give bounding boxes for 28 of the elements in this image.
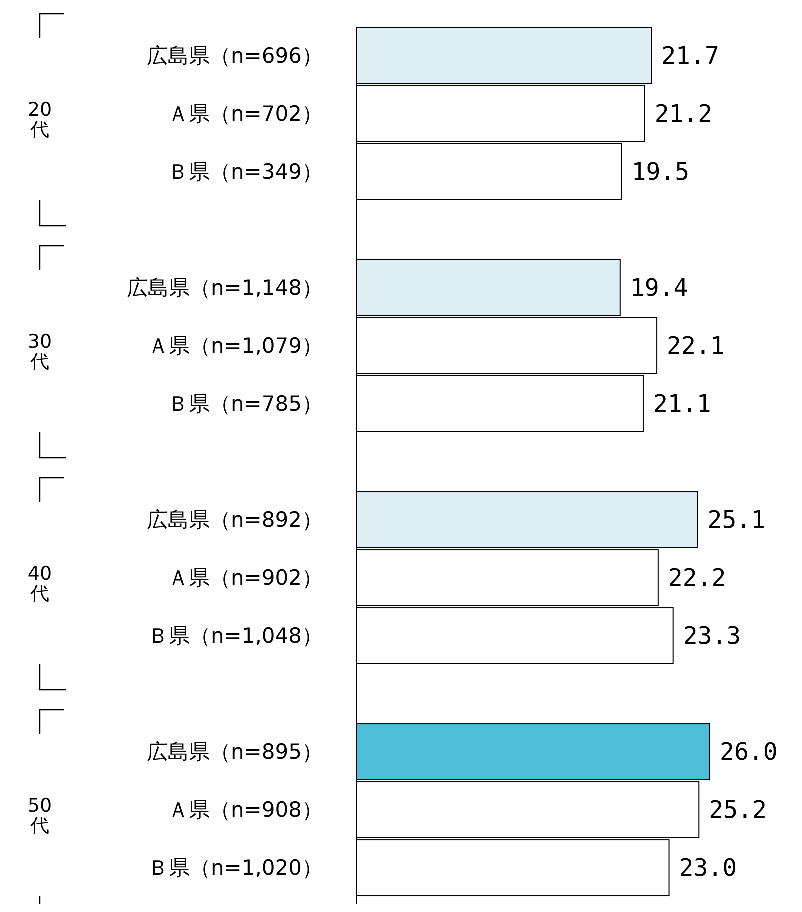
y-tick-label: 広島県（n=1,148） bbox=[126, 276, 323, 300]
data-label: 23.3 bbox=[683, 622, 742, 650]
text: 40代 bbox=[28, 563, 52, 606]
text: 50代 bbox=[28, 795, 52, 838]
data-label: 26.0 bbox=[720, 738, 778, 766]
data-label: 21.7 bbox=[662, 42, 720, 70]
y-tick-label: 広島県（n=696） bbox=[147, 44, 323, 68]
y-tick-label: 広島県（n=892） bbox=[147, 508, 323, 532]
y-tick-label: 広島県（n=895） bbox=[147, 740, 323, 764]
data-label: 22.1 bbox=[667, 332, 725, 360]
data-label: 22.2 bbox=[668, 564, 726, 592]
data-label: 23.0 bbox=[679, 854, 738, 882]
y-tick-label: Ｂ県（n=1,020） bbox=[148, 856, 323, 880]
y-tick-label: Ｂ県（n=785） bbox=[168, 392, 323, 416]
data-label: 25.2 bbox=[709, 796, 767, 824]
data-label: 21.2 bbox=[654, 100, 713, 128]
data-label: 25.1 bbox=[708, 506, 766, 534]
data-label: 19.4 bbox=[630, 274, 688, 302]
y-tick-label: Ｂ県（n=349） bbox=[168, 160, 323, 184]
y-tick-label: Ａ県（n=702） bbox=[168, 102, 323, 126]
y-tick-label: Ａ県（n=908） bbox=[168, 798, 323, 822]
y-tick-label: Ａ県（n=1,079） bbox=[148, 334, 323, 358]
data-label: 19.5 bbox=[632, 158, 690, 186]
y-tick-label: Ｂ県（n=1,048） bbox=[148, 624, 323, 648]
data-label: 21.1 bbox=[653, 390, 712, 418]
y-tick-label: Ａ県（n=902） bbox=[168, 566, 323, 590]
text: 30代 bbox=[28, 330, 52, 373]
text: 20代 bbox=[28, 98, 52, 141]
